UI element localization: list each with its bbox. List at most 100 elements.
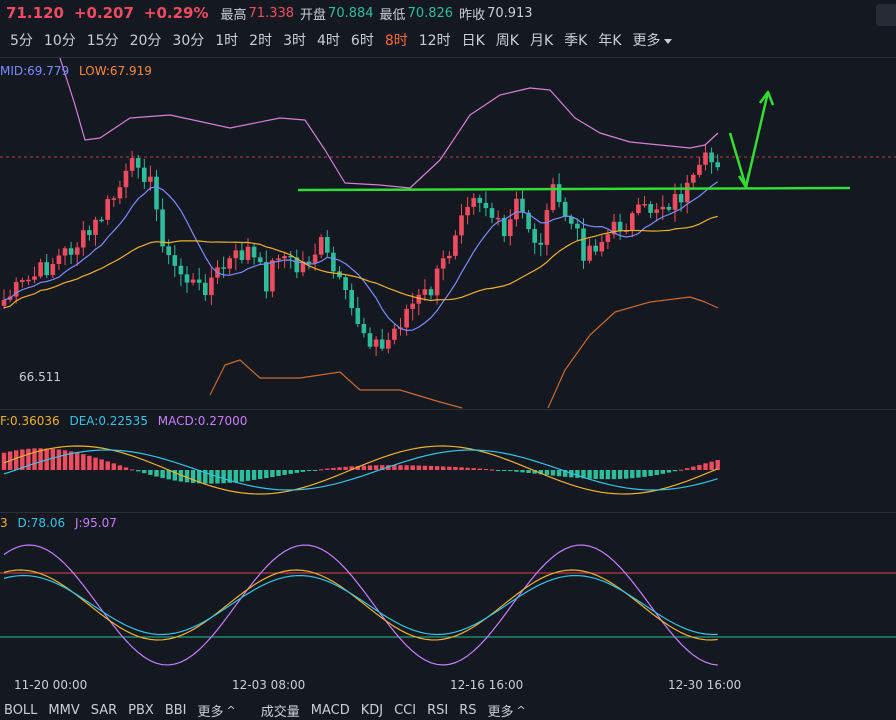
macd-bar bbox=[319, 469, 324, 471]
candle-body bbox=[520, 198, 525, 213]
candle-body bbox=[532, 229, 537, 243]
timeframe-tab[interactable]: 2时 bbox=[249, 33, 273, 49]
timeframe-tab[interactable]: 5分 bbox=[10, 33, 33, 49]
sub-indicator-tab[interactable]: CCI bbox=[394, 702, 417, 718]
candle-body bbox=[691, 174, 696, 183]
quote-bar: 71.120 +0.207 +0.29% 最高 71.338 开盘 70.884… bbox=[0, 0, 896, 26]
macd-bar bbox=[532, 470, 537, 474]
main-indicator-tab[interactable]: PBX bbox=[128, 702, 154, 718]
main-indicator-tab[interactable]: BOLL bbox=[4, 702, 38, 718]
candle-body bbox=[257, 257, 263, 263]
macd-bar bbox=[197, 470, 202, 484]
main-indicator-more[interactable]: 更多 bbox=[197, 704, 224, 720]
candle-body bbox=[605, 234, 611, 242]
macd-bar bbox=[666, 470, 672, 473]
candle-body bbox=[203, 282, 208, 296]
candle-body bbox=[697, 164, 702, 175]
chart-settings-icon[interactable] bbox=[876, 4, 896, 26]
last-price: 71.120 bbox=[6, 4, 64, 22]
timeframe-tab[interactable]: 20分 bbox=[129, 33, 162, 49]
timeframe-tab[interactable]: 周K bbox=[495, 33, 519, 49]
timeframe-tab[interactable]: 季K bbox=[564, 33, 588, 49]
macd-bar bbox=[465, 467, 470, 470]
candle-body bbox=[636, 204, 641, 214]
main-indicator-tab[interactable]: BBI bbox=[164, 702, 187, 718]
timeframe-tab[interactable]: 12时 bbox=[418, 33, 451, 49]
candle-body bbox=[245, 246, 251, 261]
chevron-up-icon[interactable]: ^ bbox=[516, 703, 526, 717]
candle-body bbox=[404, 308, 409, 328]
macd-dea-value: DEA:0.22535 bbox=[69, 414, 148, 428]
candle-body bbox=[678, 194, 684, 203]
macd-bar bbox=[117, 465, 123, 470]
candle-body bbox=[593, 245, 598, 252]
macd-bar bbox=[672, 470, 678, 472]
candle-body bbox=[587, 245, 592, 261]
candle-body bbox=[581, 228, 586, 261]
macd-bar bbox=[282, 470, 287, 475]
candle-body bbox=[300, 261, 306, 273]
candle-body bbox=[386, 339, 391, 349]
macd-bar bbox=[75, 452, 80, 470]
macd-bar bbox=[343, 466, 348, 470]
candle-body bbox=[666, 206, 672, 210]
candle-body bbox=[129, 158, 135, 171]
timeframe-tab[interactable]: 日K bbox=[461, 33, 485, 49]
macd-bar bbox=[398, 465, 403, 470]
candle-body bbox=[227, 258, 232, 269]
macd-bar bbox=[514, 470, 519, 472]
x-axis-label: 12-03 08:00 bbox=[232, 678, 306, 692]
macd-bar bbox=[441, 466, 446, 470]
low-value: 70.826 bbox=[407, 5, 454, 21]
sub-indicator-tab[interactable]: MACD bbox=[310, 702, 350, 718]
timeframe-tab[interactable]: 6时 bbox=[350, 33, 374, 49]
macd-bar bbox=[709, 461, 714, 470]
candle-body bbox=[715, 162, 720, 168]
timeframe-tab[interactable]: 1时 bbox=[215, 33, 239, 49]
sub-indicator-tab[interactable]: RSI bbox=[427, 702, 449, 718]
candle-body bbox=[642, 204, 647, 206]
timeframe-more-dropdown[interactable]: 更多 bbox=[633, 30, 672, 50]
sub-indicator-tab[interactable]: RS bbox=[459, 702, 477, 718]
timeframe-tab[interactable]: 4时 bbox=[317, 33, 340, 49]
macd-bar bbox=[148, 470, 153, 475]
candle-body bbox=[209, 277, 214, 296]
macd-bar bbox=[300, 470, 306, 472]
timeframe-tab[interactable]: 15分 bbox=[86, 33, 119, 49]
macd-bar bbox=[264, 470, 269, 479]
kdj-d-value: D:78.06 bbox=[17, 516, 66, 530]
x-axis-label: 12-30 16:00 bbox=[668, 678, 742, 692]
candle-body bbox=[166, 246, 171, 256]
boll-mid-value: MID:69.779 bbox=[0, 64, 70, 78]
sub-indicator-tab[interactable]: 成交量 bbox=[260, 704, 300, 720]
macd-bar bbox=[489, 469, 495, 471]
timeframe-tab[interactable]: 30分 bbox=[172, 33, 205, 49]
timeframe-tab[interactable]: 10分 bbox=[43, 33, 76, 49]
timeframe-tab[interactable]: 月K bbox=[529, 33, 554, 49]
sub-indicator-more[interactable]: 更多 bbox=[487, 704, 514, 720]
macd-bar bbox=[306, 470, 312, 471]
candle-body bbox=[294, 257, 300, 273]
timeframe-tab[interactable]: 8时 bbox=[384, 33, 408, 49]
macd-bar bbox=[26, 448, 31, 470]
timeframe-tab[interactable]: 3时 bbox=[283, 33, 306, 49]
macd-bar bbox=[337, 467, 342, 470]
main-indicator-tab[interactable]: SAR bbox=[90, 702, 118, 718]
kdj-k-value: 3 bbox=[0, 516, 8, 530]
chevron-up-icon[interactable]: ^ bbox=[226, 703, 236, 717]
candle-body bbox=[434, 268, 440, 296]
candle-body bbox=[709, 152, 714, 163]
candle-body bbox=[453, 235, 458, 256]
main-indicator-tab[interactable]: MMV bbox=[48, 702, 80, 718]
sub-indicator-tab[interactable]: KDJ bbox=[360, 702, 384, 718]
macd-bar bbox=[349, 466, 354, 470]
timeframe-tab[interactable]: 年K bbox=[598, 33, 622, 49]
candle-body bbox=[569, 216, 574, 224]
macd-dea-line bbox=[3, 449, 718, 491]
macd-bar bbox=[447, 466, 452, 470]
macd-bar bbox=[1, 452, 7, 470]
high-label: 最高 bbox=[220, 7, 247, 23]
macd-bar bbox=[251, 470, 257, 480]
candle-body bbox=[556, 184, 562, 202]
